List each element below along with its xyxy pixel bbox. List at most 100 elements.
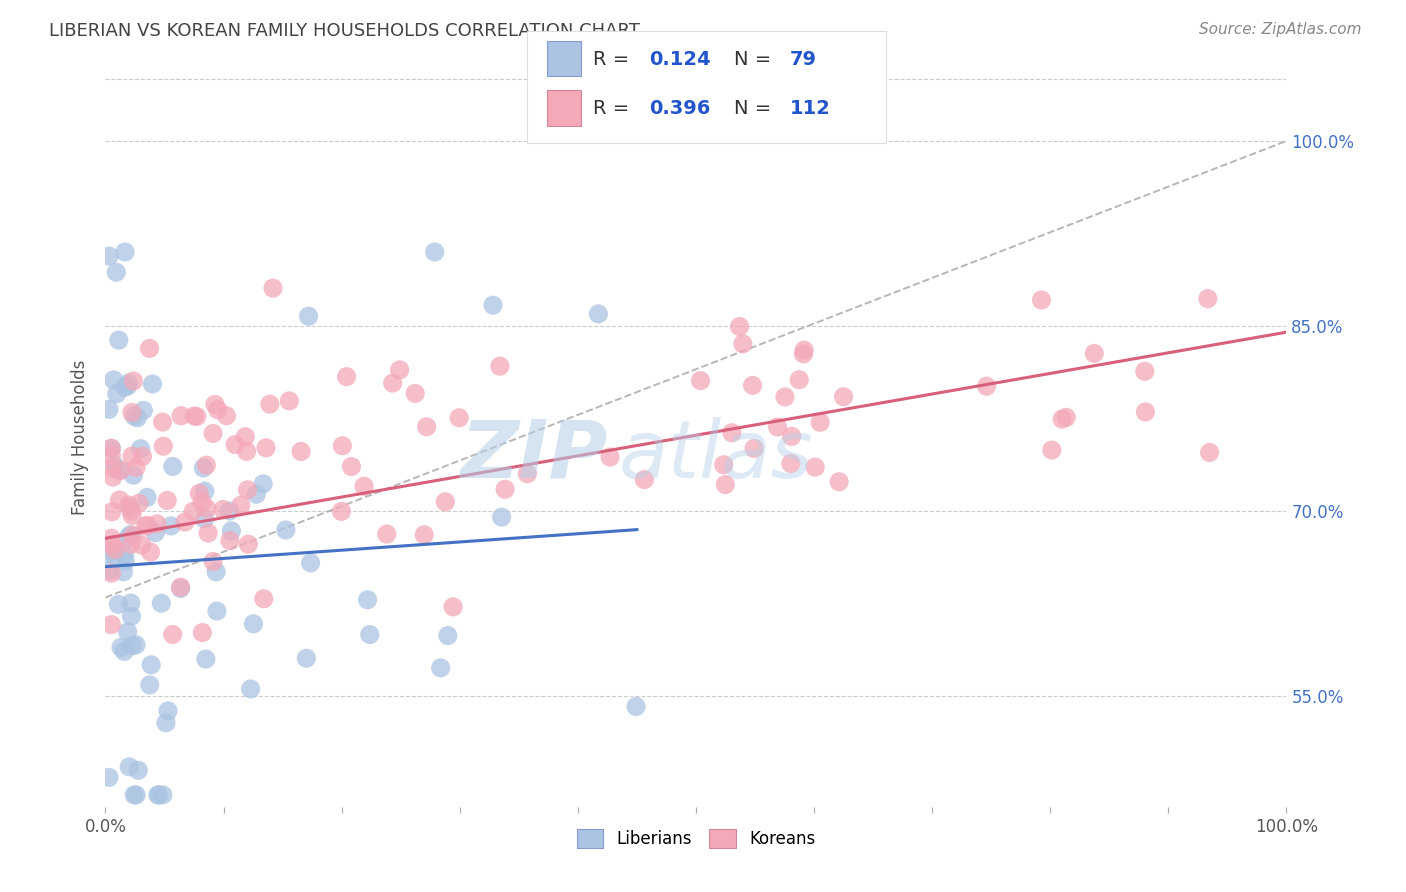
- Point: [332, 439, 354, 453]
- Point: [132, 403, 155, 417]
- Text: LIBERIAN VS KOREAN FAMILY HOUSEHOLDS CORRELATION CHART: LIBERIAN VS KOREAN FAMILY HOUSEHOLDS COR…: [49, 22, 640, 40]
- Point: [112, 644, 135, 658]
- Point: [117, 379, 139, 393]
- Point: [120, 596, 142, 610]
- Point: [215, 409, 238, 423]
- Point: [482, 298, 505, 312]
- Point: [766, 420, 789, 434]
- Point: [160, 519, 183, 533]
- Point: [494, 482, 516, 496]
- Point: [773, 390, 796, 404]
- Point: [713, 458, 735, 472]
- Point: [434, 495, 457, 509]
- Point: [413, 528, 436, 542]
- Point: [121, 508, 143, 523]
- Point: [125, 460, 148, 475]
- Point: [1040, 443, 1063, 458]
- Point: [229, 499, 252, 513]
- Point: [152, 439, 174, 453]
- Point: [808, 415, 831, 429]
- Point: [242, 616, 264, 631]
- Point: [128, 496, 150, 510]
- Point: [254, 441, 277, 455]
- Point: [205, 565, 228, 579]
- Point: [193, 461, 215, 475]
- Point: [98, 546, 121, 560]
- Point: [174, 515, 197, 529]
- Point: [112, 565, 135, 579]
- Point: [793, 343, 815, 358]
- Point: [122, 788, 145, 802]
- Point: [129, 442, 152, 456]
- Point: [731, 336, 754, 351]
- Point: [127, 410, 149, 425]
- Point: [236, 483, 259, 497]
- Text: Source: ZipAtlas.com: Source: ZipAtlas.com: [1198, 22, 1361, 37]
- Point: [224, 437, 246, 451]
- Point: [238, 537, 260, 551]
- Point: [118, 498, 141, 512]
- Point: [1054, 410, 1077, 425]
- Point: [728, 319, 751, 334]
- Point: [787, 373, 810, 387]
- Point: [114, 244, 136, 259]
- Point: [155, 715, 177, 730]
- Point: [100, 449, 122, 463]
- Point: [828, 475, 851, 489]
- Point: [259, 397, 281, 411]
- Point: [118, 760, 141, 774]
- Point: [131, 450, 153, 464]
- Point: [104, 548, 127, 562]
- Point: [441, 599, 464, 614]
- Point: [169, 582, 191, 596]
- Point: [780, 429, 803, 443]
- Point: [100, 531, 122, 545]
- Point: [359, 627, 381, 641]
- Point: [437, 629, 460, 643]
- Point: [131, 538, 153, 552]
- Point: [136, 491, 159, 505]
- Point: [114, 548, 136, 562]
- Point: [162, 459, 184, 474]
- Point: [1031, 293, 1053, 307]
- Point: [1050, 412, 1073, 426]
- Point: [205, 604, 228, 618]
- Point: [114, 380, 136, 394]
- Point: [599, 450, 621, 464]
- Point: [105, 265, 128, 279]
- Point: [1083, 346, 1105, 360]
- Point: [742, 442, 765, 456]
- Point: [122, 374, 145, 388]
- Point: [194, 652, 217, 666]
- Point: [101, 505, 124, 519]
- Point: [157, 704, 180, 718]
- Text: N =: N =: [734, 99, 778, 118]
- Point: [195, 458, 218, 472]
- Point: [156, 493, 179, 508]
- Point: [122, 528, 145, 542]
- Point: [741, 378, 763, 392]
- Point: [197, 526, 219, 541]
- Point: [375, 527, 398, 541]
- Point: [415, 419, 437, 434]
- Point: [274, 523, 297, 537]
- Point: [125, 788, 148, 802]
- Point: [689, 374, 711, 388]
- Point: [188, 486, 211, 500]
- Legend: Liberians, Koreans: Liberians, Koreans: [569, 822, 823, 855]
- Text: 0.396: 0.396: [650, 99, 711, 118]
- Point: [125, 638, 148, 652]
- Point: [194, 512, 217, 526]
- Point: [202, 554, 225, 568]
- Point: [335, 369, 357, 384]
- Point: [98, 402, 121, 417]
- Point: [356, 592, 378, 607]
- Point: [1197, 292, 1219, 306]
- Point: [98, 770, 121, 784]
- Point: [353, 479, 375, 493]
- Point: [218, 504, 240, 518]
- Point: [120, 504, 142, 518]
- Point: [792, 347, 814, 361]
- Point: [100, 566, 122, 581]
- Point: [121, 405, 143, 419]
